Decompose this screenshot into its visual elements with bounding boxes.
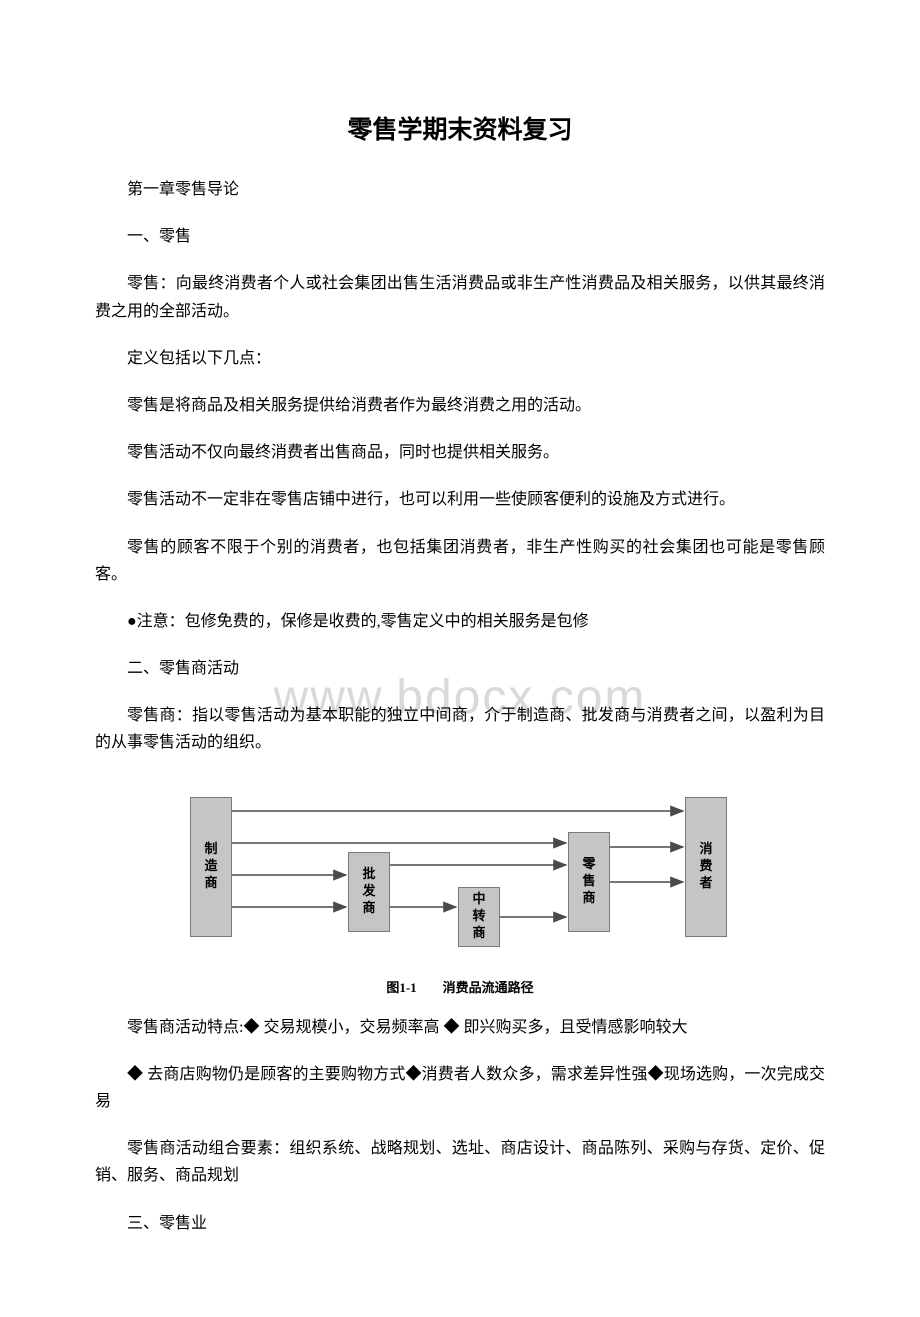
document-content: 零售学期末资料复习 第一章零售导论 一、零售 零售：向最终消费者个人或社会集团出… [95, 110, 825, 1237]
paragraph: ●注意：包修免费的，保修是收费的,零售定义中的相关服务是包修 [95, 608, 825, 635]
flowchart: 制造商 批发商 中转商 零售商 消费者 图1-1 消费品流通路径 [180, 777, 740, 996]
paragraph: 零售活动不一定非在零售店铺中进行，也可以利用一些使顾客便利的设施及方式进行。 [95, 486, 825, 513]
flowchart-node: 中转商 [458, 887, 500, 947]
paragraph: 零售是将商品及相关服务提供给消费者作为最终消费之用的活动。 [95, 392, 825, 419]
paragraph: 零售活动不仅向最终消费者出售商品，同时也提供相关服务。 [95, 439, 825, 466]
paragraph: 零售的顾客不限于个别的消费者，也包括集团消费者，非生产性购买的社会集团也可能是零… [95, 534, 825, 588]
paragraph: 零售商活动组合要素：组织系统、战略规划、选址、商店设计、商品陈列、采购与存货、定… [95, 1135, 825, 1189]
paragraph: 零售商：指以零售活动为基本职能的独立中间商，介于制造商、批发商与消费者之间，以盈… [95, 702, 825, 756]
paragraph: ◆ 去商店购物仍是顾客的主要购物方式◆消费者人数众多，需求差异性强◆现场选购，一… [95, 1061, 825, 1115]
figure-caption: 图1-1 消费品流通路径 [180, 977, 740, 996]
page-title: 零售学期末资料复习 [95, 110, 825, 146]
flowchart-node: 零售商 [568, 832, 610, 932]
paragraph: 零售商活动特点:◆ 交易规模小，交易频率高 ◆ 即兴购买多，且受情感影响较大 [95, 1014, 825, 1041]
flowchart-node: 批发商 [348, 852, 390, 932]
paragraph: 三、零售业 [95, 1210, 825, 1237]
flowchart-node: 制造商 [190, 797, 232, 937]
paragraph: 二、零售商活动 [95, 655, 825, 682]
paragraph: 零售：向最终消费者个人或社会集团出售生活消费品或非生产性消费品及相关服务，以供其… [95, 270, 825, 324]
paragraph: 定义包括以下几点： [95, 345, 825, 372]
paragraph: 第一章零售导论 [95, 176, 825, 203]
flowchart-node: 消费者 [685, 797, 727, 937]
paragraph: 一、零售 [95, 223, 825, 250]
